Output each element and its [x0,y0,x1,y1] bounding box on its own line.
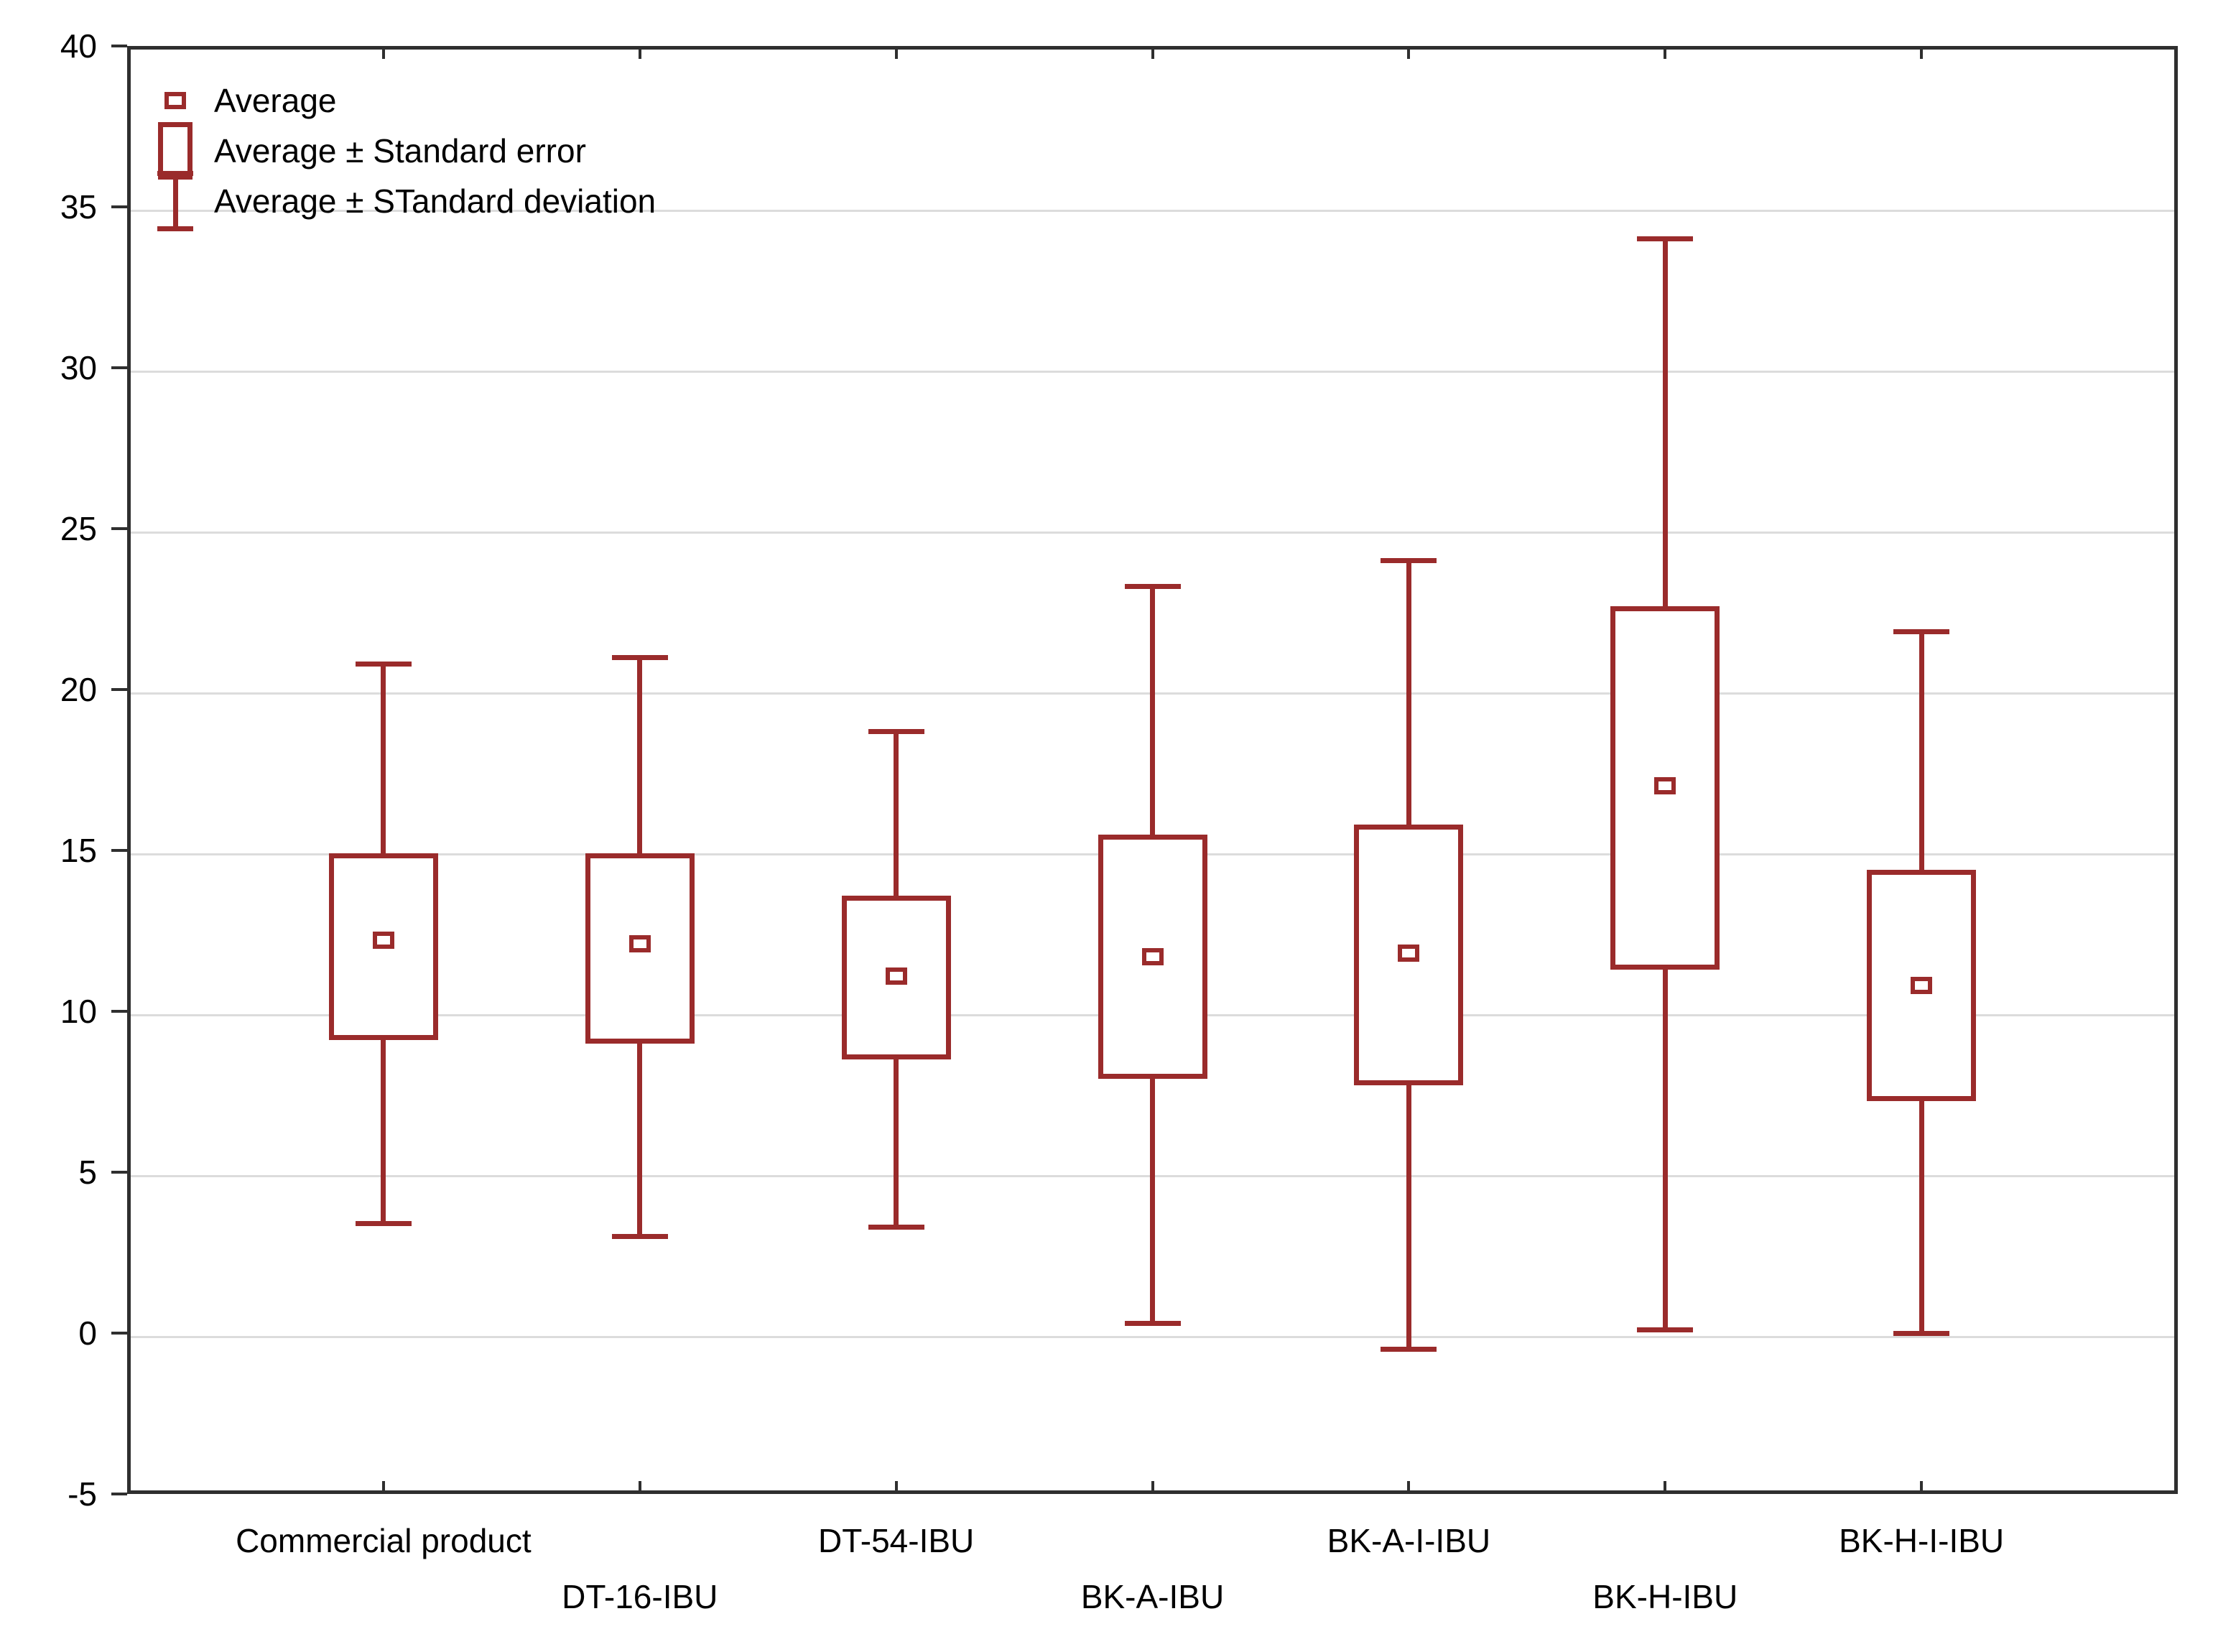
y-axis-tick [111,1171,127,1174]
average-marker [628,934,651,952]
whisker-cap-bottom [355,1221,412,1227]
average-marker [1911,977,1933,995]
x-axis-label: BK-H-I-IBU [1839,1522,2005,1559]
x-axis-tick-bottom [638,1481,641,1494]
whisker-cap-bottom [611,1234,668,1240]
gridline-y-30 [131,370,2174,373]
y-axis-tick [111,849,127,852]
gridline-y-25 [131,531,2174,534]
y-axis-tick [111,688,127,691]
x-axis-tick-bottom [1151,1481,1154,1494]
legend-item-standard-deviation: Average ± STandard deviation [152,171,657,231]
legend-label: Average ± Standard error [214,132,586,170]
x-axis-tick-top [1920,46,1924,59]
whisker-cap-bottom [1637,1327,1694,1333]
whisker-cap-bottom [868,1224,924,1230]
x-axis-label: BK-A-IBU [1080,1578,1225,1615]
whisker-cap-bottom [1893,1330,1950,1336]
x-axis-label: DT-54-IBU [817,1522,975,1559]
x-axis-tick-top [638,46,641,59]
y-axis-label: 25 [60,510,97,547]
legend-label: Average [214,82,337,119]
average-marker [1398,945,1420,962]
whisker-cap-top [355,661,412,667]
standard-deviation-whisker-icon [157,171,193,231]
x-axis-label: BK-H-IBU [1592,1578,1738,1615]
legend-item-standard-error: Average ± Standard error [152,122,586,180]
whisker-cap-top [868,728,924,734]
gridline-y-35 [131,209,2174,212]
x-axis-tick-top [894,46,898,59]
x-axis-label: BK-A-I-IBU [1327,1522,1491,1559]
whisker-cap-top [611,654,668,660]
x-axis-tick-bottom [1920,1481,1924,1494]
whisker-cap-top [1637,236,1694,242]
y-axis-label: 40 [60,27,97,65]
x-axis-tick-top [381,46,385,59]
y-axis-tick [111,1010,127,1013]
y-axis-label: -5 [68,1475,97,1513]
y-axis-label: 5 [78,1154,97,1191]
y-axis-label: 20 [60,671,97,708]
x-axis-tick-top [1407,46,1411,59]
legend-label: Average ± STandard deviation [214,182,657,220]
average-marker [1141,947,1164,965]
y-axis-label: 15 [60,832,97,869]
x-axis-tick-bottom [1664,1481,1667,1494]
x-axis-label: DT-16-IBU [562,1578,718,1615]
y-axis-tick [111,1493,127,1495]
y-axis-tick [111,45,127,47]
x-axis-tick-top [1664,46,1667,59]
average-marker [1654,777,1676,795]
whisker-cap-bottom [1124,1321,1181,1327]
y-axis-tick [111,205,127,208]
x-axis-tick-bottom [894,1481,898,1494]
whisker-cap-top [1381,558,1437,564]
y-axis-tick [111,527,127,530]
whisker-cap-top [1124,584,1181,590]
y-axis-label: 10 [60,993,97,1030]
average-marker [885,967,907,985]
y-axis-label: 30 [60,349,97,386]
x-axis-tick-top [1151,46,1154,59]
average-marker-icon [164,92,186,109]
y-axis-tick [111,1332,127,1335]
y-axis-label: 35 [60,188,97,226]
x-axis-tick-bottom [381,1481,385,1494]
legend-item-average: Average [152,72,337,129]
whisker-cap-top [1893,628,1950,634]
whisker-cap-bottom [1381,1346,1437,1352]
y-axis-tick [111,366,127,369]
gridline-y-0 [131,1335,2174,1338]
x-axis-label: Commercial product [236,1522,532,1559]
average-marker [372,932,394,950]
x-axis-tick-bottom [1407,1481,1411,1494]
y-axis-label: 0 [78,1314,97,1352]
